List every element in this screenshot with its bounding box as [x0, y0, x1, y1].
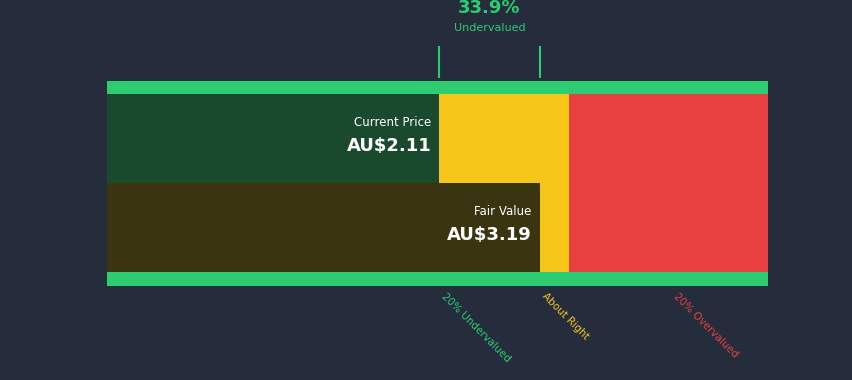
Text: 33.9%: 33.9%	[458, 0, 520, 17]
Bar	[106, 272, 767, 285]
Text: 20% Undervalued: 20% Undervalued	[439, 291, 511, 364]
Bar	[106, 81, 767, 94]
Text: Fair Value: Fair Value	[474, 205, 531, 218]
Text: AU$2.11: AU$2.11	[346, 137, 431, 155]
Bar	[106, 94, 439, 183]
Text: Current Price: Current Price	[354, 116, 431, 129]
Text: Undervalued: Undervalued	[453, 23, 525, 33]
Bar	[106, 183, 539, 272]
Text: AU$3.19: AU$3.19	[446, 226, 531, 244]
Bar	[569, 81, 767, 285]
Text: About Right: About Right	[539, 291, 590, 342]
Bar	[106, 81, 439, 285]
Bar	[439, 81, 569, 285]
Text: 20% Overvalued: 20% Overvalued	[671, 291, 740, 359]
